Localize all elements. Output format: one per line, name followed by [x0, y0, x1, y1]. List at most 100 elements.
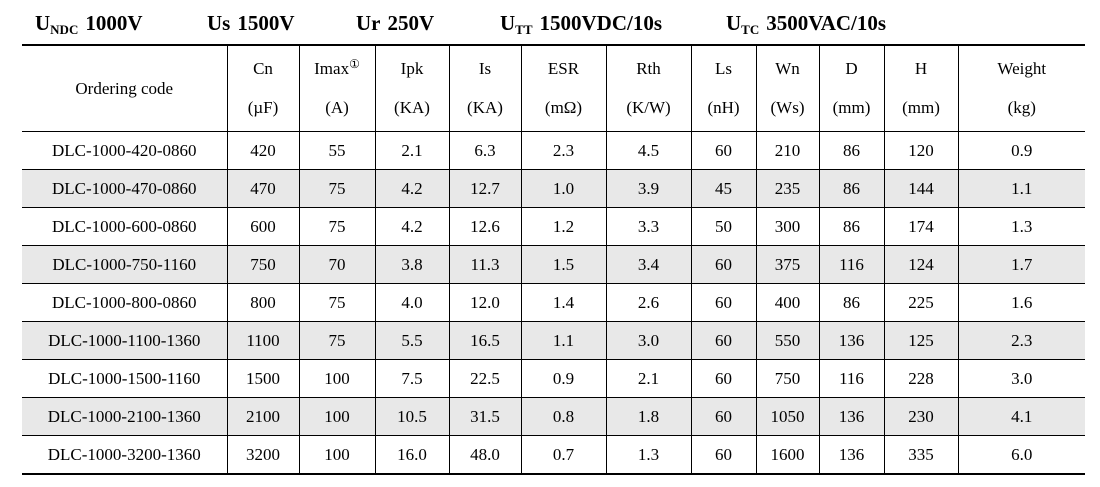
cell-imax: 100: [298, 435, 376, 475]
column-unit: (kg): [1007, 98, 1036, 117]
cell-ipk: 4.0: [374, 283, 450, 322]
cell-ipk: 10.5: [374, 397, 450, 436]
cell-esr: 0.8: [520, 397, 607, 436]
table-row: DLC-1000-600-0860 600 75 4.2 12.6 1.2 3.3 50 300…: [22, 207, 1085, 246]
cell-ipk: 4.2: [374, 207, 450, 246]
cell-d: 116: [818, 359, 885, 398]
cell-ordering-code: DLC-1000-3200-1360: [22, 435, 228, 475]
cell-h: 228: [883, 359, 959, 398]
column-header-content: Weight (kg): [959, 46, 1085, 131]
column-header-content: Ordering code: [22, 46, 226, 131]
cell-is: 48.0: [448, 435, 522, 475]
cell-wn: 400: [755, 283, 820, 322]
table-row: DLC-1000-800-0860 800 75 4.0 12.0 1.4 2.6 60 400…: [22, 283, 1085, 322]
column-header-content: Imax① (A): [300, 46, 374, 131]
cell-h: 125: [883, 321, 959, 360]
rating-item: UNDC 1000V: [35, 11, 143, 36]
column-header-rth: Rth (K/W): [605, 44, 692, 132]
cell-ipk: 2.1: [374, 131, 450, 170]
cell-imax: 75: [298, 207, 376, 246]
cell-d: 116: [818, 245, 885, 284]
table-row: DLC-1000-420-0860 420 55 2.1 6.3 2.3 4.5 60 210 8…: [22, 131, 1085, 170]
cell-cn: 1500: [226, 359, 300, 398]
column-header-content: Is (KA): [450, 46, 520, 131]
rating-symbol: U: [35, 11, 51, 35]
rating-value: 250V: [387, 11, 435, 35]
cell-wn: 550: [755, 321, 820, 360]
cell-esr: 1.4: [520, 283, 607, 322]
cell-weight: 6.0: [957, 435, 1085, 475]
cell-ipk: 3.8: [374, 245, 450, 284]
cell-is: 6.3: [448, 131, 522, 170]
cell-esr: 1.1: [520, 321, 607, 360]
cell-is: 12.7: [448, 169, 522, 208]
column-header-ls: Ls (nH): [690, 44, 757, 132]
cell-imax: 70: [298, 245, 376, 284]
rating-value: 3500VAC/10s: [766, 11, 887, 35]
cell-ordering-code: DLC-1000-800-0860: [22, 283, 228, 322]
column-header-ordering-code: Ordering code: [22, 44, 228, 132]
cell-ordering-code: DLC-1000-750-1160: [22, 245, 228, 284]
cell-imax: 75: [298, 283, 376, 322]
cell-h: 174: [883, 207, 959, 246]
cell-d: 86: [818, 169, 885, 208]
column-name: Wn: [775, 59, 800, 79]
footnote-marker-icon: ①: [349, 57, 360, 71]
cell-rth: 3.4: [605, 245, 692, 284]
cell-weight: 1.7: [957, 245, 1085, 284]
cell-h: 225: [883, 283, 959, 322]
cell-d: 86: [818, 131, 885, 170]
cell-imax: 100: [298, 359, 376, 398]
cell-weight: 1.3: [957, 207, 1085, 246]
cell-h: 144: [883, 169, 959, 208]
cell-wn: 375: [755, 245, 820, 284]
column-name-text: H: [914, 59, 928, 78]
table-row: DLC-1000-1500-1160 1500 100 7.5 22.5 0.9 2.1 60…: [22, 359, 1085, 398]
cell-esr: 1.2: [520, 207, 607, 246]
column-name-text: Wn: [775, 59, 800, 78]
cell-wn: 300: [755, 207, 820, 246]
rating-value: 1000V: [85, 11, 143, 35]
cell-rth: 2.1: [605, 359, 692, 398]
column-header-wn: Wn (Ws): [755, 44, 820, 132]
column-header-ipk: Ipk (KA): [374, 44, 450, 132]
cell-ordering-code: DLC-1000-420-0860: [22, 131, 228, 170]
cell-wn: 750: [755, 359, 820, 398]
column-name: Imax①: [314, 57, 360, 79]
cell-wn: 1600: [755, 435, 820, 475]
column-header-content: Ls (nH): [692, 46, 755, 131]
cell-esr: 0.7: [520, 435, 607, 475]
cell-d: 86: [818, 283, 885, 322]
column-header-h: H (mm): [883, 44, 959, 132]
cell-weight: 1.1: [957, 169, 1085, 208]
rating-symbol: Us: [207, 11, 231, 35]
cell-ordering-code: DLC-1000-600-0860: [22, 207, 228, 246]
cell-esr: 1.5: [520, 245, 607, 284]
column-header-weight: Weight (kg): [957, 44, 1085, 132]
cell-h: 335: [883, 435, 959, 475]
cell-esr: 2.3: [520, 131, 607, 170]
cell-ls: 50: [690, 207, 757, 246]
column-name: ESR: [548, 59, 579, 79]
table-row: DLC-1000-1100-1360 1100 75 5.5 16.5 1.1 3.0 60 5…: [22, 321, 1085, 360]
column-header-esr: ESR (mΩ): [520, 44, 607, 132]
column-header-content: Rth (K/W): [607, 46, 690, 131]
rating-value: 1500V: [237, 11, 295, 35]
cell-cn: 420: [226, 131, 300, 170]
column-name-text: Ordering code: [75, 78, 174, 98]
cell-imax: 55: [298, 131, 376, 170]
column-unit: (Ws): [770, 98, 805, 117]
cell-ls: 60: [690, 283, 757, 322]
cell-rth: 4.5: [605, 131, 692, 170]
ratings-header: UNDC 1000V Us 1500V Ur 250V UTT 1500VDC/10s UTC 3…: [0, 0, 1100, 44]
cell-wn: 235: [755, 169, 820, 208]
column-unit: (µF): [247, 98, 279, 117]
cell-d: 136: [818, 435, 885, 475]
cell-cn: 1100: [226, 321, 300, 360]
cell-ipk: 7.5: [374, 359, 450, 398]
column-name: H: [915, 59, 927, 79]
rating-item: UTC 3500VAC/10s: [726, 11, 886, 36]
cell-rth: 1.8: [605, 397, 692, 436]
column-unit: (K/W): [626, 98, 671, 117]
